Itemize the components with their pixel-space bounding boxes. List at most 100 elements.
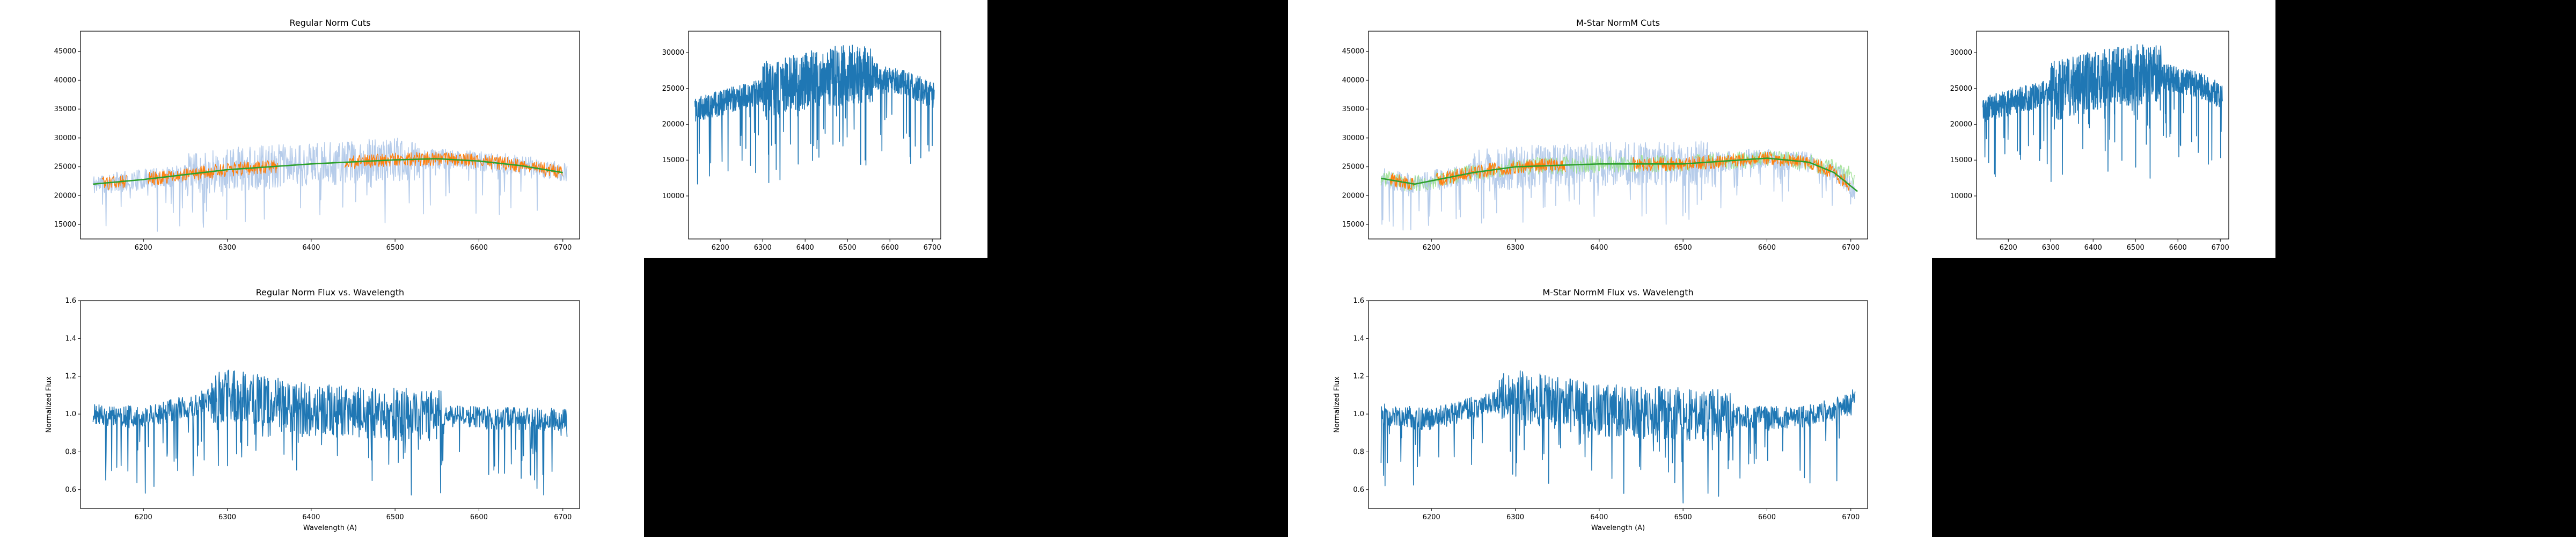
y-tick-label: 1.4 bbox=[65, 335, 76, 343]
x-tick-label: 6400 bbox=[302, 513, 320, 521]
y-tick-label: 10000 bbox=[662, 192, 684, 200]
cut-segment-line bbox=[1389, 173, 1415, 190]
mstar-cuts-axes-frame bbox=[1368, 31, 1868, 240]
y-tick-label: 35000 bbox=[54, 105, 76, 113]
y-tick-label: 1.2 bbox=[1353, 373, 1364, 381]
y-tick-label: 45000 bbox=[54, 48, 76, 56]
y-tick-label: 20000 bbox=[1950, 120, 1972, 128]
x-tick-label: 6300 bbox=[2042, 244, 2060, 252]
x-tick-label: 6200 bbox=[1423, 513, 1440, 521]
x-tick-label: 6600 bbox=[2169, 244, 2187, 252]
y-tick-label: 1.4 bbox=[1353, 335, 1364, 343]
y-tick-label: 40000 bbox=[54, 76, 76, 84]
normalized-flux-line bbox=[1380, 370, 1856, 504]
regular-raw-axes-plot-area bbox=[694, 45, 935, 185]
y-tick-label: 25000 bbox=[54, 163, 76, 171]
x-tick-label: 6700 bbox=[2212, 244, 2229, 252]
x-tick-label: 6500 bbox=[386, 244, 404, 252]
y-tick-label: 30000 bbox=[54, 134, 76, 142]
mstar-cuts-axes: 6200 6300 6400 6500 6600 6700 15000 20000 25000 3… bbox=[1342, 18, 1868, 252]
regular-cuts-axes-frame bbox=[80, 31, 580, 240]
y-tick-label: 1.2 bbox=[65, 373, 76, 381]
x-tick-label: 6400 bbox=[2084, 244, 2102, 252]
y-tick-label: 15000 bbox=[662, 156, 684, 164]
fit-line bbox=[93, 158, 563, 185]
mstar-norm-axes: 6200 6300 6400 6500 6600 6700 0.6 0.8 1.0 1.2 1.4 1… bbox=[1333, 287, 1868, 532]
y-tick-label: 1.0 bbox=[1353, 410, 1364, 418]
cut-segment-line bbox=[1632, 151, 1851, 191]
spectrum-line bbox=[694, 45, 935, 185]
x-tick-label: 6300 bbox=[1506, 244, 1524, 252]
x-tick-label: 6200 bbox=[1423, 244, 1440, 252]
x-tick-label: 6500 bbox=[2127, 244, 2145, 252]
chart-title: M-Star NormM Cuts bbox=[1576, 18, 1660, 28]
y-tick-label: 15000 bbox=[1950, 156, 1972, 164]
x-axis-label: Wavelength (A) bbox=[303, 524, 357, 532]
x-tick-label: 6700 bbox=[1842, 244, 1860, 252]
y-tick-label: 25000 bbox=[1950, 85, 1972, 93]
y-axis-label: Normalized Flux bbox=[45, 376, 53, 433]
regular-norm-axes-plot-area bbox=[92, 369, 568, 496]
y-tick-label: 30000 bbox=[1950, 49, 1972, 57]
spectrum-line bbox=[1982, 44, 2223, 183]
y-tick-label: 40000 bbox=[1342, 76, 1364, 84]
y-tick-label: 10000 bbox=[1950, 192, 1972, 200]
y-tick-label: 1.0 bbox=[65, 410, 76, 418]
mstar-cuts-axes-plot-area bbox=[1380, 140, 1858, 231]
y-tick-label: 30000 bbox=[1342, 134, 1364, 142]
y-tick-label: 1.6 bbox=[1353, 297, 1364, 305]
x-axis-label: Wavelength (A) bbox=[1591, 524, 1645, 532]
x-tick-label: 6300 bbox=[1506, 513, 1524, 521]
x-tick-label: 6600 bbox=[470, 244, 488, 252]
y-tick-label: 20000 bbox=[662, 120, 684, 128]
x-tick-label: 6700 bbox=[924, 244, 941, 252]
x-tick-label: 6600 bbox=[1758, 513, 1776, 521]
y-tick-label: 15000 bbox=[1342, 221, 1364, 229]
regular-cuts-axes-plot-area bbox=[92, 137, 568, 232]
mstar-norm-axes-plot-area bbox=[1380, 370, 1856, 504]
x-tick-label: 6700 bbox=[554, 513, 572, 521]
x-tick-label: 6200 bbox=[135, 513, 152, 521]
cut-segment-line bbox=[148, 160, 278, 186]
y-axis-label: Normalized Flux bbox=[1333, 376, 1341, 433]
x-tick-label: 6400 bbox=[796, 244, 814, 252]
y-tick-label: 35000 bbox=[1342, 105, 1364, 113]
y-tick-label: 20000 bbox=[54, 192, 76, 200]
x-tick-label: 6200 bbox=[2000, 244, 2017, 252]
x-tick-label: 6600 bbox=[470, 513, 488, 521]
y-tick-label: 0.8 bbox=[65, 448, 76, 456]
y-tick-label: 0.8 bbox=[1353, 448, 1364, 456]
regular-cuts-axes: 6200 6300 6400 6500 6600 6700 15000 20000 25000 3… bbox=[54, 18, 580, 252]
y-tick-label: 45000 bbox=[1342, 48, 1364, 56]
x-tick-label: 6400 bbox=[1590, 513, 1608, 521]
regular-norm-axes: 6200 6300 6400 6500 6600 6700 0.6 0.8 1.0 1.2 1.4 1… bbox=[45, 287, 580, 532]
x-tick-label: 6600 bbox=[1758, 244, 1776, 252]
x-tick-label: 6200 bbox=[712, 244, 729, 252]
x-tick-label: 6700 bbox=[1842, 513, 1860, 521]
x-tick-label: 6300 bbox=[754, 244, 772, 252]
fit-line bbox=[1381, 157, 1858, 192]
y-tick-label: 1.6 bbox=[65, 297, 76, 305]
y-tick-label: 0.6 bbox=[1353, 486, 1364, 494]
y-tick-label: 30000 bbox=[662, 49, 684, 57]
mstar-figure: 6200 6300 6400 6500 6600 6700 15000 20000 25000 3… bbox=[1288, 0, 2275, 537]
regular-raw-axes: 6200 6300 6400 6500 6600 6700 10000 15000 20000 2… bbox=[662, 31, 941, 252]
normalized-flux-line bbox=[92, 369, 568, 496]
x-tick-label: 6500 bbox=[1674, 244, 1692, 252]
y-tick-label: 15000 bbox=[54, 221, 76, 229]
x-tick-label: 6500 bbox=[1674, 513, 1692, 521]
x-tick-label: 6300 bbox=[218, 513, 236, 521]
y-tick-label: 0.6 bbox=[65, 486, 76, 494]
x-tick-label: 6700 bbox=[554, 244, 572, 252]
y-tick-label: 25000 bbox=[1342, 163, 1364, 171]
mstar-norm-axes-frame bbox=[1368, 300, 1868, 509]
chart-title: Regular Norm Cuts bbox=[289, 18, 370, 28]
x-tick-label: 6200 bbox=[135, 244, 152, 252]
y-tick-label: 25000 bbox=[662, 85, 684, 93]
x-tick-label: 6400 bbox=[1590, 244, 1608, 252]
chart-title: M-Star NormM Flux vs. Wavelength bbox=[1542, 287, 1693, 297]
regular-figure: 6200 6300 6400 6500 6600 6700 15000 20000 25000 3… bbox=[0, 0, 987, 537]
x-tick-label: 6500 bbox=[386, 513, 404, 521]
x-tick-label: 6600 bbox=[881, 244, 899, 252]
